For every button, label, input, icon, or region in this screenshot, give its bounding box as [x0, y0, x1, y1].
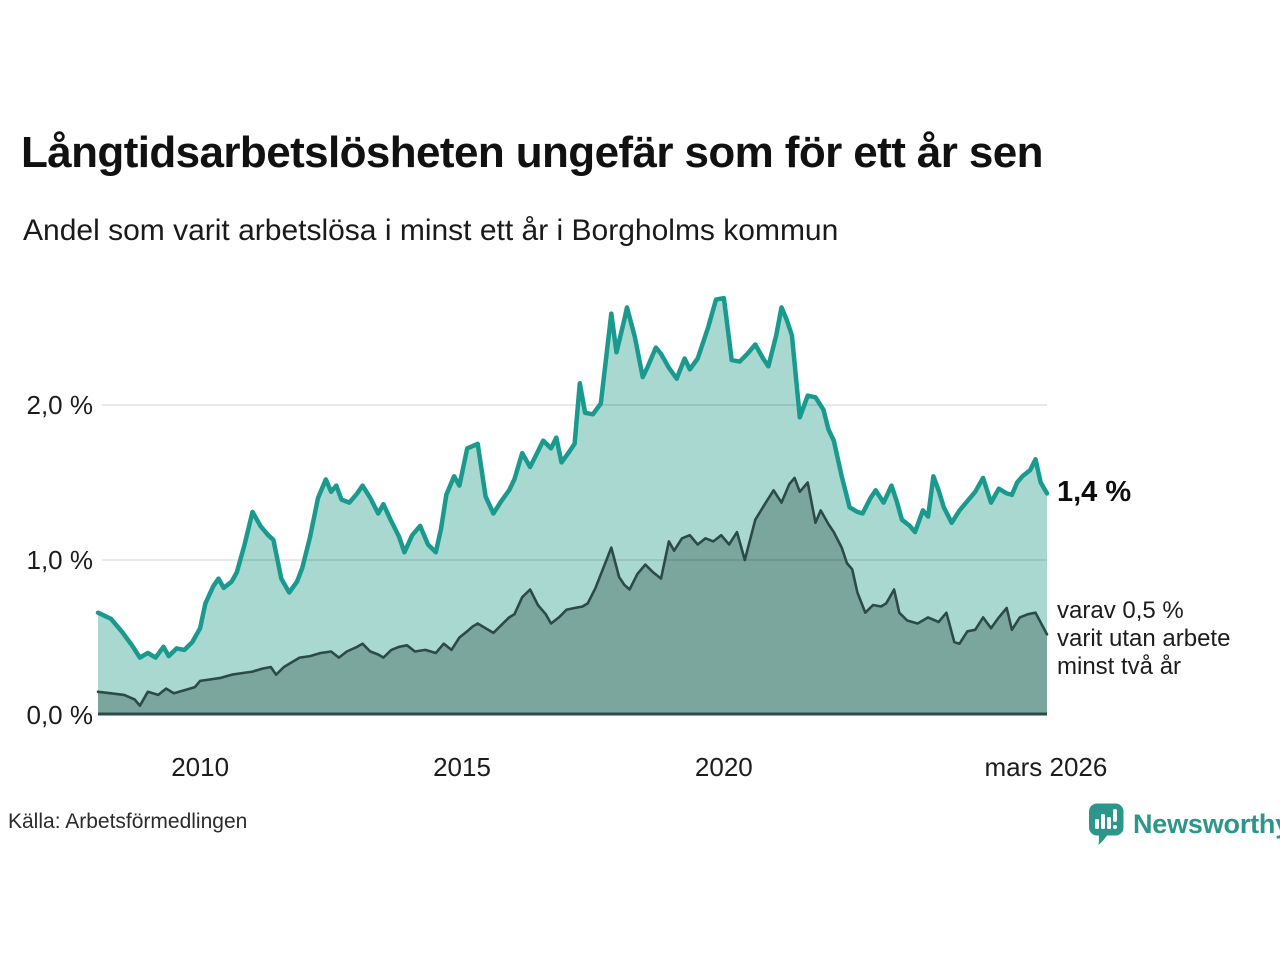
x-tick-label: 2020 — [694, 752, 753, 782]
line-minst-tva-ar — [96, 476, 1049, 707]
newsworthy-logo: Newsworthy — [1087, 802, 1280, 847]
line-minst-ett-ar — [95, 295, 1050, 660]
source-caption: Källa: Arbetsförmedlingen — [8, 810, 248, 833]
end-note-line: varit utan arbete — [1057, 625, 1231, 652]
gridlines — [102, 404, 1047, 561]
chart-title: Långtidsarbetslösheten ungefär som för e… — [21, 128, 1044, 177]
x-tick-label: 2015 — [433, 752, 491, 782]
y-tick-label: 0,0 % — [26, 700, 94, 730]
x-tick-label: 2010 — [171, 752, 230, 782]
chart-subtitle: Andel som varit arbetslösa i minst ett å… — [23, 214, 839, 247]
end-note-label: varav 0,5 % varit utan arbete minst två … — [1057, 597, 1230, 681]
newsworthy-logo-text: Newsworthy — [1133, 809, 1280, 839]
y-tick-label: 1,0 % — [26, 545, 94, 575]
end-note-line: varav 0,5 % — [1057, 597, 1184, 624]
end-value-label: 1,4 % — [1057, 476, 1132, 508]
newsworthy-bubble-chart-icon — [1089, 803, 1124, 845]
x-tick-label: mars 2026 — [984, 752, 1108, 782]
end-note-line: minst två år — [1057, 653, 1182, 680]
y-tick-label: 2,0 % — [26, 390, 94, 420]
